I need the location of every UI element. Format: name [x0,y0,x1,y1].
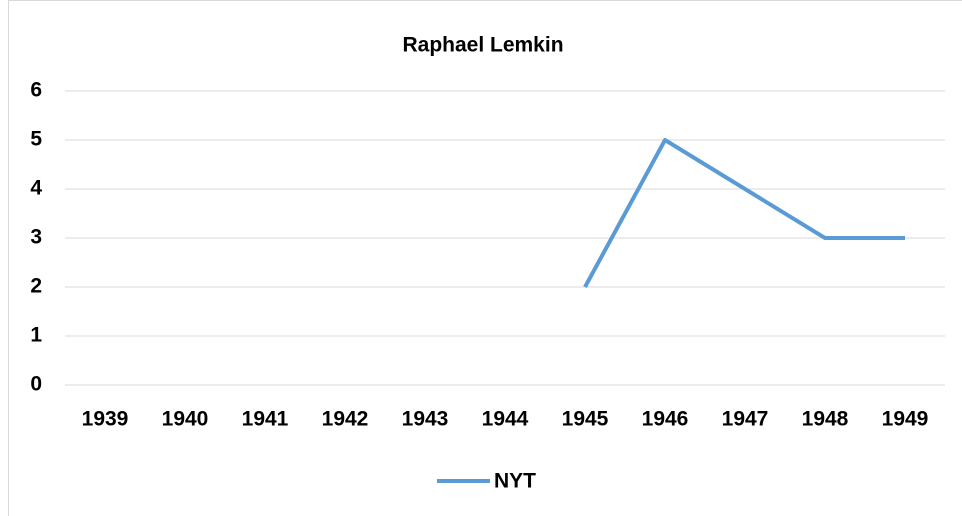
x-tick-label: 1941 [242,408,289,431]
chart-title: Raphael Lemkin [402,34,563,57]
x-tick-label: 1945 [562,408,609,431]
y-tick-label: 4 [30,177,42,200]
x-tick-label: 1949 [882,408,929,431]
legend-label: NYT [494,470,536,493]
chart-border [8,0,962,516]
y-tick-label: 0 [30,373,42,396]
x-tick-label: 1946 [642,408,689,431]
x-tick-label: 1940 [162,408,209,431]
y-tick-label: 2 [30,275,42,298]
y-tick-label: 1 [30,324,42,347]
x-tick-label: 1947 [722,408,769,431]
y-tick-label: 5 [30,128,42,151]
x-tick-label: 1943 [402,408,449,431]
x-tick-label: 1942 [322,408,369,431]
data-line [583,138,905,288]
x-tick-label: 1939 [82,408,129,431]
y-tick-label: 6 [30,79,42,102]
x-tick-label: 1944 [482,408,529,431]
x-tick-label: 1948 [802,408,849,431]
y-tick-label: 3 [30,226,42,249]
